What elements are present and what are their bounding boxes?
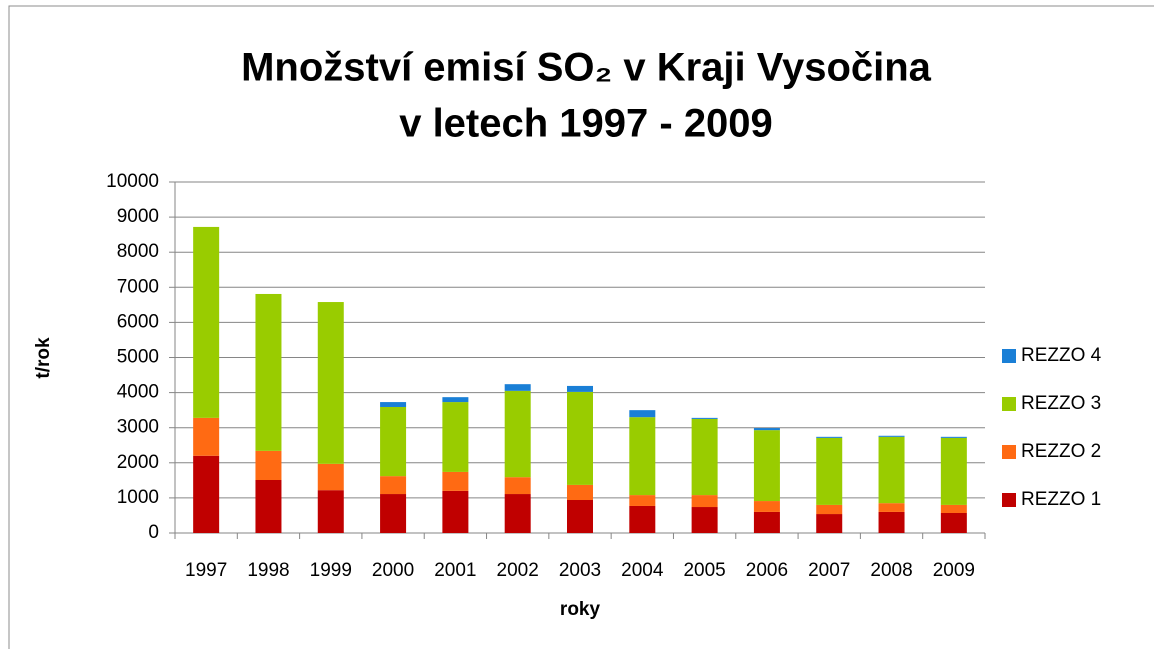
bar-segment bbox=[691, 417, 718, 419]
bar-segment bbox=[380, 402, 407, 407]
bar-segment bbox=[753, 511, 780, 533]
bar-segment bbox=[317, 302, 344, 464]
bar-segment bbox=[567, 385, 593, 392]
bar-segment bbox=[878, 436, 905, 504]
bar-segment bbox=[504, 477, 531, 495]
y-axis-label: t/rok bbox=[33, 337, 54, 379]
x-tick-label: 2007 bbox=[808, 560, 850, 581]
x-tick-label: 2001 bbox=[434, 560, 476, 581]
bar-segment bbox=[567, 484, 593, 501]
bar-segment bbox=[940, 437, 967, 505]
bar-segment bbox=[629, 417, 656, 496]
y-tick-label: 8000 bbox=[117, 241, 159, 262]
bar-segment bbox=[878, 503, 905, 512]
bar-segment bbox=[629, 410, 656, 418]
x-tick-label: 1997 bbox=[185, 560, 227, 581]
x-tick-label: 2008 bbox=[870, 560, 912, 581]
bar-segment bbox=[816, 436, 843, 438]
x-tick-label: 2009 bbox=[933, 560, 975, 581]
legend-swatch bbox=[1002, 493, 1016, 507]
y-tick-label: 2000 bbox=[117, 452, 159, 473]
bar-segment bbox=[380, 476, 407, 495]
bar-segment bbox=[317, 490, 344, 533]
y-tick-label: 7000 bbox=[117, 276, 159, 297]
legend-swatch bbox=[1002, 397, 1016, 411]
y-tick-label: 1000 bbox=[117, 487, 159, 508]
y-tick-label: 4000 bbox=[117, 382, 159, 403]
bar-segment bbox=[442, 402, 469, 472]
bar-segment bbox=[878, 511, 905, 533]
chart-title: Množství emisí SO₂ v Kraji Vysočina bbox=[241, 46, 932, 90]
x-tick-label: 2004 bbox=[621, 560, 664, 581]
legend-swatch bbox=[1002, 349, 1016, 363]
legend-label: REZZO 2 bbox=[1021, 441, 1101, 462]
bar-segment bbox=[442, 471, 469, 491]
bar-segment bbox=[442, 397, 469, 403]
bar-segment bbox=[255, 450, 282, 480]
bar-segment bbox=[380, 494, 407, 533]
bar-segment bbox=[255, 479, 282, 533]
bar-segment bbox=[691, 495, 718, 508]
legend-label: REZZO 3 bbox=[1021, 393, 1101, 414]
bar-segment bbox=[380, 406, 407, 477]
bar-segment bbox=[193, 226, 220, 418]
bar-segment bbox=[878, 435, 905, 437]
bar-segment bbox=[753, 501, 780, 512]
x-tick-label: 1998 bbox=[247, 560, 289, 581]
x-tick-label: 1999 bbox=[310, 560, 352, 581]
bar-segment bbox=[629, 495, 656, 506]
y-tick-label: 9000 bbox=[117, 206, 159, 227]
bar-segment bbox=[317, 463, 344, 491]
legend-label: REZZO 1 bbox=[1021, 489, 1101, 510]
bar-segment bbox=[753, 428, 780, 431]
x-tick-label: 2005 bbox=[683, 560, 725, 581]
x-tick-label: 2002 bbox=[497, 560, 539, 581]
bar-segment bbox=[442, 490, 469, 533]
bar-segment bbox=[567, 391, 593, 485]
bar-segment bbox=[504, 390, 531, 478]
y-tick-label: 10000 bbox=[106, 171, 159, 192]
bar-segment bbox=[691, 507, 718, 533]
y-tick-label: 0 bbox=[148, 522, 159, 543]
bar-segment bbox=[193, 455, 220, 533]
bar-segment bbox=[940, 512, 967, 533]
y-tick-label: 6000 bbox=[117, 311, 159, 332]
bar-segment bbox=[504, 384, 531, 391]
bar-segment bbox=[629, 505, 656, 533]
bar-segment bbox=[940, 504, 967, 513]
x-axis-label: roky bbox=[560, 599, 601, 620]
bar-segment bbox=[940, 436, 967, 438]
bar-segment bbox=[504, 494, 531, 533]
chart-title: v letech 1997 - 2009 bbox=[399, 102, 773, 146]
legend-swatch bbox=[1002, 445, 1016, 459]
bar-segment bbox=[567, 500, 593, 533]
bar-segment bbox=[816, 514, 843, 533]
x-tick-label: 2003 bbox=[559, 560, 601, 581]
legend-label: REZZO 4 bbox=[1021, 345, 1102, 366]
bar-segment bbox=[193, 417, 220, 456]
bar-segment bbox=[255, 293, 282, 451]
x-tick-label: 2000 bbox=[372, 560, 414, 581]
y-tick-label: 5000 bbox=[117, 347, 159, 368]
x-tick-label: 2006 bbox=[746, 560, 788, 581]
y-tick-label: 3000 bbox=[117, 417, 159, 438]
bar-segment bbox=[691, 418, 718, 496]
bar-segment bbox=[816, 504, 843, 515]
bar-segment bbox=[753, 430, 780, 502]
bar-segment bbox=[816, 437, 843, 505]
